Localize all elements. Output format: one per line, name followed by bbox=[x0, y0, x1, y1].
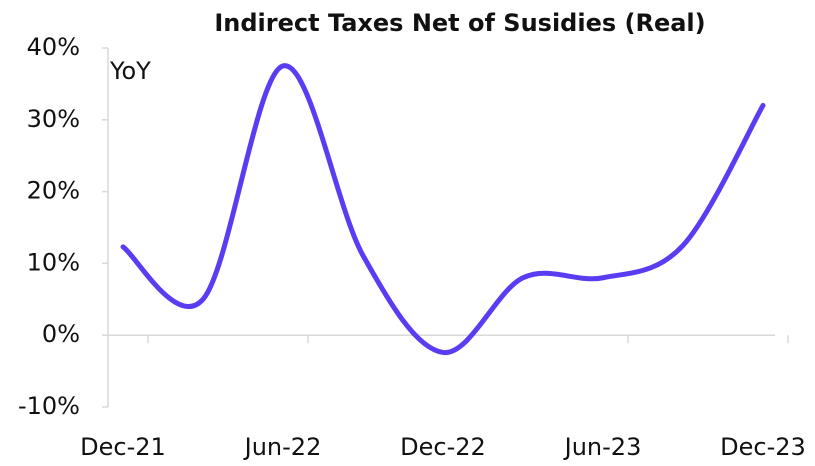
y-tick-label: 10% bbox=[27, 248, 80, 276]
y-tick-label: -10% bbox=[18, 392, 80, 420]
y-tick-label: 0% bbox=[42, 320, 80, 348]
annotation: YoY bbox=[109, 57, 151, 85]
y-tick-label: 30% bbox=[27, 105, 80, 133]
series-line bbox=[120, 63, 766, 355]
x-tick-label: Jun-23 bbox=[563, 433, 642, 461]
x-tick-label: Dec-21 bbox=[80, 433, 166, 461]
x-tick-label: Dec-23 bbox=[720, 433, 806, 461]
y-tick-label: 20% bbox=[27, 177, 80, 205]
chart-title: Indirect Taxes Net of Susidies (Real) bbox=[214, 9, 705, 37]
x-tick-label: Dec-22 bbox=[400, 433, 486, 461]
y-tick-label: 40% bbox=[27, 33, 80, 61]
x-tick-label: Jun-22 bbox=[243, 433, 322, 461]
